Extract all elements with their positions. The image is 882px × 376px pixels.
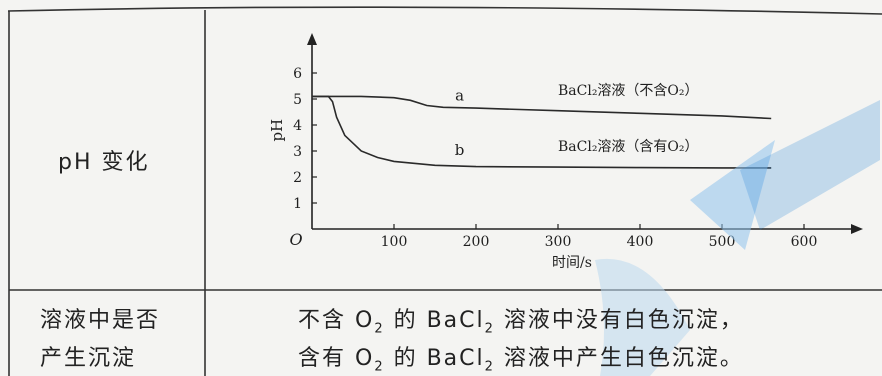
result2-sub-cl2: 2 (484, 359, 495, 375)
x-axis-arrow (851, 224, 863, 234)
result-with-oxygen: 含有 O2 的 BaCl2 溶液中产生白色沉淀。 (298, 340, 744, 374)
series-label-a: a (455, 86, 464, 104)
y-axis-title: pH (268, 119, 286, 142)
x-tick-label: 200 (463, 234, 490, 250)
series-label-b: b (455, 141, 465, 159)
y-tick-label: 2 (293, 170, 302, 186)
row-label-precipitate-line1: 溶液中是否 (40, 308, 161, 333)
x-tick-label: 300 (545, 234, 572, 250)
x-tick-label: 100 (381, 234, 408, 250)
result2-sub-o2: 2 (374, 359, 385, 375)
y-axis-arrow (307, 33, 317, 45)
result2-text-pre: 含有 O (298, 346, 375, 371)
result-without-oxygen: 不含 O2 的 BaCl2 溶液中没有白色沉淀， (298, 302, 744, 336)
result1-text-mid: 的 BaCl (384, 308, 485, 333)
y-tick-label: 6 (293, 66, 302, 82)
x-tick-label: 600 (791, 234, 818, 250)
x-axis-title: 时间/s (552, 255, 592, 271)
origin-label: O (289, 230, 302, 249)
y-tick-label: 1 (293, 196, 302, 212)
row-label-ph-change: pH 变化 (58, 150, 150, 175)
series-line-a (312, 95, 772, 120)
y-tick-label: 5 (293, 92, 302, 108)
y-tick-label: 3 (293, 144, 302, 160)
result1-text-post: 溶液中没有白色沉淀， (494, 308, 744, 333)
row-label-precipitate-line2: 产生沉淀 (40, 346, 137, 371)
result1-sub-cl2: 2 (484, 321, 495, 337)
y-tick-label: 4 (293, 118, 302, 134)
legend-entry-a: BaCl₂溶液（不含O₂） (558, 83, 699, 99)
result1-sub-o2: 2 (374, 321, 385, 337)
legend-entry-b: BaCl₂溶液（含有O₂） (558, 139, 699, 155)
x-tick-label: 500 (709, 234, 736, 250)
series-line-b (312, 95, 772, 169)
ph-chart: 100 200 300 400 500 600 1 2 3 4 5 6 O 时间/s pH a BaCl₂溶液（… (268, 33, 863, 271)
result2-text-mid: 的 BaCl (384, 346, 485, 371)
x-tick-label: 400 (627, 234, 654, 250)
table-top-border (7, 6, 882, 15)
result1-text-pre: 不含 O (298, 308, 375, 333)
result2-text-post: 溶液中产生白色沉淀。 (494, 346, 744, 371)
